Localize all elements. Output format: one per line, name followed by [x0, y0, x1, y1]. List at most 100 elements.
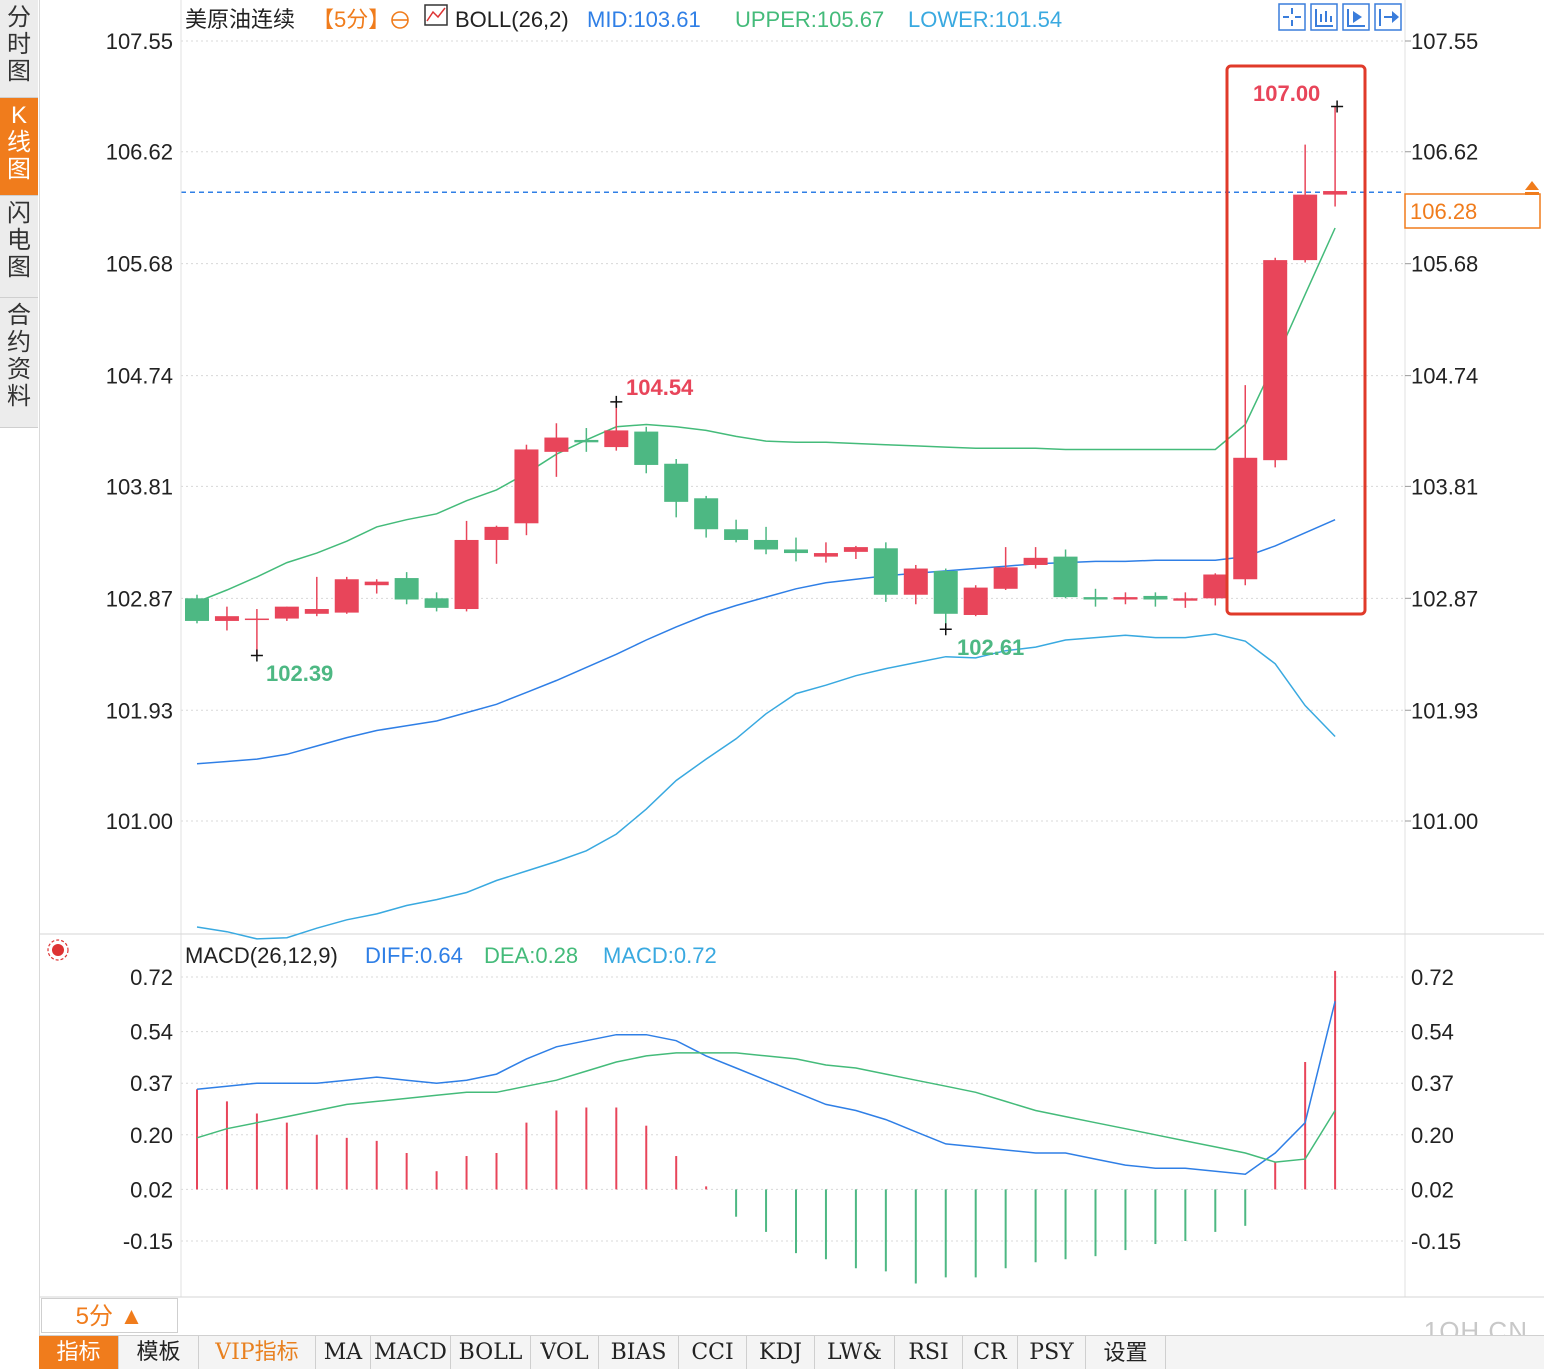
candle-body — [813, 553, 838, 557]
candle-body — [963, 587, 988, 615]
tab-indicators[interactable]: 指标 — [39, 1336, 119, 1369]
price-tick-label: 106.62 — [1411, 140, 1478, 165]
tab-boll[interactable]: BOLL — [451, 1336, 531, 1369]
candle-body — [843, 547, 868, 552]
macd-dea-line — [196, 1052, 1336, 1163]
price-tick-label: 107.55 — [106, 29, 173, 54]
instrument-name: 美原油连续 — [185, 7, 295, 32]
tab-vip-indicators[interactable]: VIP指标 — [199, 1336, 316, 1369]
price-tick-label: 101.93 — [1411, 698, 1478, 723]
indicator-tab-bar: 指标 模板 VIP指标 MA MACD BOLL VOL BIAS CCI KD… — [39, 1335, 1544, 1369]
candle-body — [993, 567, 1018, 589]
annotation-low-mid: 102.61 — [957, 635, 1024, 660]
macd-dea-value: DEA:0.28 — [484, 943, 578, 968]
tab-vol[interactable]: VOL — [531, 1336, 599, 1369]
tab-lwr[interactable]: LW& — [815, 1336, 895, 1369]
candle-body — [1323, 191, 1348, 195]
price-tick-label: 102.87 — [1411, 586, 1478, 611]
last-price-value: 106.28 — [1410, 199, 1477, 224]
candle-body — [903, 568, 928, 595]
boll-mid-line — [196, 519, 1336, 765]
tab-cci[interactable]: CCI — [679, 1336, 747, 1369]
price-tick-label: 104.74 — [106, 364, 173, 389]
price-axis-right: 107.55 106.62 105.68 104.74 103.81 102.87 101.… — [1405, 29, 1478, 834]
last-price-tag — [1404, 193, 1541, 229]
candle-body — [454, 539, 479, 610]
tab-time-chart[interactable]: 分 时 图 — [0, 0, 38, 98]
candle-body — [364, 581, 389, 586]
candle-body — [724, 529, 749, 540]
candle-body — [1263, 260, 1288, 461]
crosshair-icon[interactable] — [1278, 3, 1306, 31]
candle-body — [424, 598, 449, 608]
candle-body — [634, 431, 659, 465]
tab-contract-info[interactable]: 合 约 资 料 — [0, 298, 38, 428]
candle-body — [1083, 597, 1108, 600]
tab-macd[interactable]: MACD — [371, 1336, 451, 1369]
macd-tick-label: 0.54 — [1411, 1020, 1454, 1045]
macd-tick-label: 0.72 — [1411, 965, 1454, 990]
tab-flash-chart[interactable]: 闪 电 图 — [0, 196, 38, 298]
chart-frame — [39, 0, 1544, 1298]
jump-end-icon[interactable] — [1374, 3, 1402, 31]
candle-body — [1233, 457, 1258, 580]
candle-body — [574, 439, 599, 443]
tab-kline-chart[interactable]: K 线 图 — [0, 98, 38, 196]
price-tick-label: 104.74 — [1411, 364, 1478, 389]
price-tick-label: 101.00 — [106, 809, 173, 834]
macd-diff-value: DIFF:0.64 — [365, 943, 463, 968]
macd-tick-label: 0.37 — [130, 1071, 173, 1096]
price-tick-label: 102.87 — [106, 586, 173, 611]
tab-psy[interactable]: PSY — [1018, 1336, 1086, 1369]
candle-body — [394, 578, 419, 600]
target-icon[interactable] — [391, 11, 409, 29]
annotation-high-right: 107.00 — [1253, 81, 1320, 106]
sidebar: 分 时 图 K 线 图 闪 电 图 合 约 资 料 — [0, 0, 40, 1368]
price-alert-icon[interactable] — [1525, 181, 1539, 195]
boll-upper-line — [196, 227, 1336, 603]
macd-tick-label: -0.15 — [123, 1229, 173, 1254]
tab-bias[interactable]: BIAS — [599, 1336, 679, 1369]
tab-settings[interactable]: 设置 — [1086, 1336, 1166, 1369]
candle-body — [664, 463, 689, 502]
tab-templates[interactable]: 模板 — [119, 1336, 199, 1369]
annotations — [250, 100, 1344, 662]
grid-lines — [181, 40, 1405, 1242]
period-selector[interactable]: 5分 ▲ — [41, 1298, 178, 1333]
candle-body — [304, 609, 329, 614]
candle-body — [694, 498, 719, 530]
price-tick-label: 107.55 — [1411, 29, 1478, 54]
extreme-marker — [939, 623, 952, 636]
tab-kdj[interactable]: KDJ — [747, 1336, 815, 1369]
candle-body — [484, 526, 509, 540]
tab-cr[interactable]: CR — [963, 1336, 1018, 1369]
play-forward-icon[interactable] — [1342, 3, 1370, 31]
price-tick-label: 106.62 — [106, 140, 173, 165]
macd-tick-label: 0.20 — [130, 1123, 173, 1148]
price-tick-label: 101.00 — [1411, 809, 1478, 834]
candle-body — [1143, 595, 1168, 600]
macd-axis-left: 0.72 0.54 0.37 0.20 0.02 -0.15 — [123, 965, 173, 1254]
candle-body — [1293, 194, 1318, 261]
macd-histogram — [196, 970, 1337, 1284]
period-label[interactable]: 【5分】 — [312, 7, 390, 32]
candle-body — [1023, 557, 1048, 565]
highlight-box — [1225, 64, 1367, 616]
indicator-chart-icon[interactable] — [424, 4, 448, 26]
tab-rsi[interactable]: RSI — [895, 1336, 963, 1369]
candle-body — [544, 437, 569, 452]
candle-body — [873, 548, 898, 595]
chart-area[interactable]: 107.55 106.62 105.68 104.74 103.81 102.87 101.… — [0, 0, 1544, 1334]
macd-settings-icon[interactable] — [47, 939, 69, 961]
extreme-marker — [1331, 100, 1344, 113]
tab-ma[interactable]: MA — [316, 1336, 371, 1369]
annotation-high-mid: 104.54 — [626, 375, 694, 400]
macd-indicator-label[interactable]: MACD(26,12,9) — [185, 943, 338, 968]
macd-diff-line — [196, 1001, 1336, 1175]
candle-body — [1203, 574, 1228, 599]
macd-lines — [196, 1001, 1336, 1175]
boll-indicator-label[interactable]: BOLL(26,2) — [455, 7, 569, 32]
extreme-marker — [250, 649, 263, 662]
candle-body — [185, 598, 209, 621]
chart-bars-icon[interactable] — [1310, 3, 1338, 31]
